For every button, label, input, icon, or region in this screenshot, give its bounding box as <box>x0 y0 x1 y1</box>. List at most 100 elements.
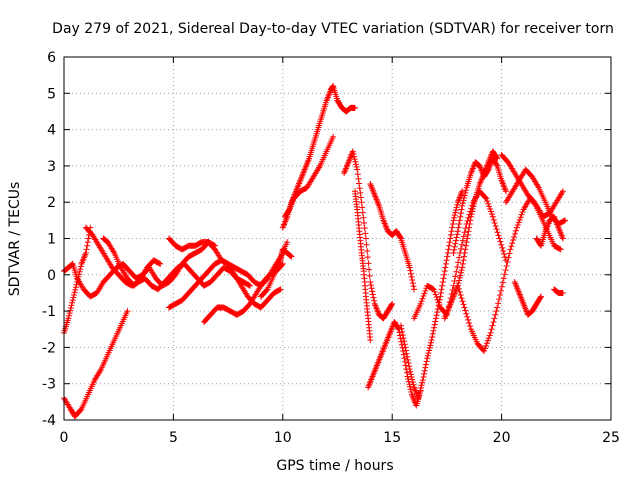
data-point <box>352 158 359 165</box>
series-arc24 <box>533 213 566 249</box>
data-point <box>398 325 405 332</box>
data-point <box>399 328 406 335</box>
data-point <box>467 217 474 224</box>
data-point <box>67 307 74 314</box>
series-arc9 <box>257 246 295 300</box>
y-tick-label: 1 <box>47 232 56 248</box>
data-point <box>488 326 495 333</box>
data-point <box>456 254 463 261</box>
data-point <box>496 296 503 303</box>
data-point <box>287 253 294 260</box>
data-point <box>351 156 358 163</box>
data-point <box>452 209 459 216</box>
data-point <box>463 310 470 317</box>
data-point <box>512 230 519 237</box>
data-point <box>354 171 361 178</box>
data-point <box>457 272 464 279</box>
data-point <box>354 166 361 173</box>
data-point <box>456 288 463 295</box>
data-point <box>399 344 406 351</box>
data-point <box>462 225 469 232</box>
data-point <box>501 271 508 278</box>
data-point <box>464 313 471 320</box>
data-point <box>461 192 468 199</box>
data-point <box>406 264 413 271</box>
data-point <box>415 395 422 402</box>
data-point <box>492 223 499 230</box>
data-point <box>484 198 491 205</box>
data-point <box>349 148 356 155</box>
data-point <box>459 188 466 195</box>
data-point <box>419 377 426 384</box>
data-point <box>443 257 450 264</box>
data-point <box>430 286 437 293</box>
data-point <box>416 390 423 397</box>
data-point <box>513 224 520 231</box>
data-point <box>502 267 509 274</box>
data-point <box>431 288 438 295</box>
data-point <box>471 198 478 205</box>
data-point <box>482 342 489 349</box>
data-point <box>448 228 455 235</box>
y-tick-label: 4 <box>47 123 56 139</box>
data-point <box>407 371 414 378</box>
data-point <box>246 282 253 289</box>
data-point <box>451 214 458 221</box>
data-point <box>514 222 521 229</box>
data-point <box>470 203 477 210</box>
data-point <box>452 273 459 280</box>
data-point <box>437 293 444 300</box>
data-point <box>409 379 416 386</box>
data-point <box>433 312 440 319</box>
data-point <box>84 242 91 249</box>
data-point <box>388 301 395 308</box>
data-point <box>364 247 371 254</box>
data-point <box>369 288 376 295</box>
series-arc13 <box>352 188 374 344</box>
data-point <box>559 235 566 242</box>
data-point <box>453 204 460 211</box>
data-point <box>454 282 461 289</box>
data-point <box>451 246 458 253</box>
data-point <box>156 260 163 267</box>
x-tick-label: 25 <box>602 430 620 446</box>
x-tick-label: 20 <box>493 430 511 446</box>
data-point <box>450 250 457 257</box>
data-point <box>537 241 544 248</box>
data-point <box>426 347 433 354</box>
data-point <box>395 325 402 332</box>
data-point <box>389 300 396 307</box>
data-point <box>427 339 434 346</box>
data-point <box>421 370 428 377</box>
data-point <box>461 304 468 311</box>
data-point <box>403 350 410 357</box>
y-tick-label: 2 <box>47 195 56 211</box>
data-point <box>451 278 458 285</box>
data-point <box>70 294 77 301</box>
data-point <box>428 337 435 344</box>
data-point <box>515 219 522 226</box>
data-point <box>124 308 131 315</box>
data-point <box>421 367 428 374</box>
data-point <box>402 362 409 369</box>
data-point <box>422 361 429 368</box>
data-point <box>355 175 362 182</box>
data-point <box>455 285 462 292</box>
data-point <box>457 245 464 252</box>
data-point <box>482 345 489 352</box>
data-point <box>465 228 472 235</box>
data-point <box>410 283 417 290</box>
data-point <box>424 355 431 362</box>
data-point <box>407 267 414 274</box>
data-point <box>557 246 564 253</box>
y-tick-label: 5 <box>47 86 56 102</box>
data-point <box>464 231 471 238</box>
data-point <box>418 298 425 305</box>
data-point <box>398 338 405 345</box>
data-point <box>246 282 253 289</box>
data-point <box>407 368 414 375</box>
data-point <box>517 214 524 221</box>
data-point <box>482 194 489 201</box>
data-point <box>485 335 492 342</box>
data-point <box>488 211 495 218</box>
